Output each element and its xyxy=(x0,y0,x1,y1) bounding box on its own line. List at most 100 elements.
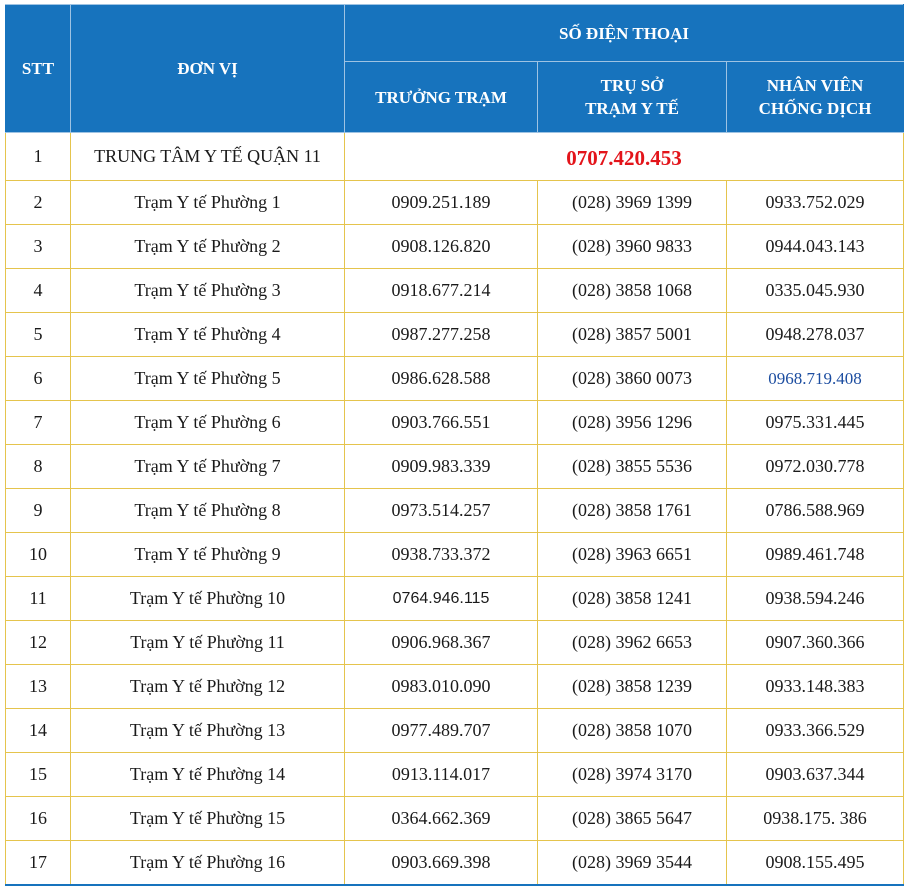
cell-stt: 10 xyxy=(5,532,71,577)
header-office-line2: TRẠM Y TẾ xyxy=(585,99,679,118)
cell-unit: Trạm Y tế Phường 9 xyxy=(70,532,345,577)
cell-stt: 11 xyxy=(5,576,71,621)
table-row: 4 Trạm Y tế Phường 3 0918.677.214 (028) … xyxy=(5,268,905,313)
table-row: 10 Trạm Y tế Phường 9 0938.733.372 (028)… xyxy=(5,532,905,577)
cell-unit: Trạm Y tế Phường 15 xyxy=(70,796,345,841)
cell-office-phone[interactable]: (028) 3858 1761 xyxy=(537,488,727,533)
header-staff: NHÂN VIÊN CHỐNG DỊCH xyxy=(725,61,905,133)
cell-office-phone[interactable]: (028) 3969 3544 xyxy=(537,840,727,886)
cell-office-phone[interactable]: (028) 3855 5536 xyxy=(537,444,727,489)
cell-staff-phone[interactable]: 0968.719.408 xyxy=(725,356,905,401)
cell-office-phone[interactable]: (028) 3858 1241 xyxy=(537,576,727,621)
cell-staff-phone[interactable]: 0933.366.529 xyxy=(725,708,905,753)
cell-stt: 15 xyxy=(5,752,71,797)
cell-stt: 12 xyxy=(5,620,71,665)
cell-head-phone[interactable]: 0977.489.707 xyxy=(344,708,538,753)
cell-unit: Trạm Y tế Phường 10 xyxy=(70,576,345,621)
phone-directory-table: STT ĐƠN VỊ SỐ ĐIỆN THOẠI TRƯỞNG TRẠM TRỤ… xyxy=(5,4,905,886)
cell-stt: 6 xyxy=(5,356,71,401)
cell-head-phone[interactable]: 0986.628.588 xyxy=(344,356,538,401)
cell-stt: 4 xyxy=(5,268,71,313)
header-unit: ĐƠN VỊ xyxy=(70,4,345,133)
cell-staff-phone[interactable]: 0907.360.366 xyxy=(725,620,905,665)
cell-head-phone[interactable]: 0903.766.551 xyxy=(344,400,538,445)
cell-unit: Trạm Y tế Phường 14 xyxy=(70,752,345,797)
cell-head-phone[interactable]: 0364.662.369 xyxy=(344,796,538,841)
cell-staff-phone[interactable]: 0335.045.930 xyxy=(725,268,905,313)
cell-office-phone[interactable]: (028) 3969 1399 xyxy=(537,180,727,225)
cell-staff-phone[interactable]: 0989.461.748 xyxy=(725,532,905,577)
cell-staff-phone[interactable]: 0938.594.246 xyxy=(725,576,905,621)
cell-office-phone[interactable]: (028) 3858 1239 xyxy=(537,664,727,709)
cell-staff-phone[interactable]: 0933.752.029 xyxy=(725,180,905,225)
cell-unit: Trạm Y tế Phường 6 xyxy=(70,400,345,445)
cell-unit: Trạm Y tế Phường 5 xyxy=(70,356,345,401)
cell-unit: Trạm Y tế Phường 3 xyxy=(70,268,345,313)
cell-office-phone[interactable]: (028) 3857 5001 xyxy=(537,312,727,357)
cell-unit: Trạm Y tế Phường 16 xyxy=(70,840,345,886)
table-row: 11 Trạm Y tế Phường 10 0764.946.115 (028… xyxy=(5,576,905,621)
table-row-center: 1 TRUNG TÂM Y TẾ QUẬN 11 0707.420.453 xyxy=(5,132,905,181)
table-row: 12 Trạm Y tế Phường 11 0906.968.367 (028… xyxy=(5,620,905,665)
cell-office-phone[interactable]: (028) 3974 3170 xyxy=(537,752,727,797)
cell-office-phone[interactable]: (028) 3963 6651 xyxy=(537,532,727,577)
table-row: 5 Trạm Y tế Phường 4 0987.277.258 (028) … xyxy=(5,312,905,357)
cell-unit: Trạm Y tế Phường 4 xyxy=(70,312,345,357)
cell-head-phone[interactable]: 0987.277.258 xyxy=(344,312,538,357)
cell-office-phone[interactable]: (028) 3858 1068 xyxy=(537,268,727,313)
table-row: 6 Trạm Y tế Phường 5 0986.628.588 (028) … xyxy=(5,356,905,401)
cell-head-phone[interactable]: 0906.968.367 xyxy=(344,620,538,665)
cell-staff-phone[interactable]: 0944.043.143 xyxy=(725,224,905,269)
cell-stt: 3 xyxy=(5,224,71,269)
cell-office-phone[interactable]: (028) 3865 5647 xyxy=(537,796,727,841)
cell-head-phone[interactable]: 0764.946.115 xyxy=(344,576,538,621)
table-row: 15 Trạm Y tế Phường 14 0913.114.017 (028… xyxy=(5,752,905,797)
cell-head-phone[interactable]: 0973.514.257 xyxy=(344,488,538,533)
cell-staff-phone[interactable]: 0908.155.495 xyxy=(725,840,905,886)
header-staff-line1: NHÂN VIÊN xyxy=(766,76,864,95)
cell-staff-phone[interactable]: 0938.175. 386 xyxy=(725,796,905,841)
cell-staff-phone[interactable]: 0948.278.037 xyxy=(725,312,905,357)
cell-unit: Trạm Y tế Phường 13 xyxy=(70,708,345,753)
cell-head-phone[interactable]: 0918.677.214 xyxy=(344,268,538,313)
cell-staff-phone[interactable]: 0933.148.383 xyxy=(725,664,905,709)
header-staff-line2: CHỐNG DỊCH xyxy=(758,99,872,118)
cell-unit: Trạm Y tế Phường 1 xyxy=(70,180,345,225)
cell-staff-phone[interactable]: 0972.030.778 xyxy=(725,444,905,489)
cell-head-phone[interactable]: 0903.669.398 xyxy=(344,840,538,886)
cell-stt: 9 xyxy=(5,488,71,533)
cell-head-phone[interactable]: 0983.010.090 xyxy=(344,664,538,709)
header-phone-group: SỐ ĐIỆN THOẠI xyxy=(343,4,905,62)
cell-office-phone[interactable]: (028) 3960 9833 xyxy=(537,224,727,269)
cell-unit: Trạm Y tế Phường 11 xyxy=(70,620,345,665)
cell-stt: 14 xyxy=(5,708,71,753)
table-body: 1 TRUNG TÂM Y TẾ QUẬN 11 0707.420.453 2 … xyxy=(5,132,905,886)
cell-stt: 2 xyxy=(5,180,71,225)
cell-stt: 7 xyxy=(5,400,71,445)
cell-head-phone[interactable]: 0909.983.339 xyxy=(344,444,538,489)
cell-head-phone[interactable]: 0913.114.017 xyxy=(344,752,538,797)
table-row: 9 Trạm Y tế Phường 8 0973.514.257 (028) … xyxy=(5,488,905,533)
cell-stt: 8 xyxy=(5,444,71,489)
cell-office-phone[interactable]: (028) 3860 0073 xyxy=(537,356,727,401)
table-header: STT ĐƠN VỊ SỐ ĐIỆN THOẠI TRƯỞNG TRẠM TRỤ… xyxy=(5,4,905,133)
cell-office-phone[interactable]: (028) 3858 1070 xyxy=(537,708,727,753)
table-row: 17 Trạm Y tế Phường 16 0903.669.398 (028… xyxy=(5,840,905,886)
header-stt: STT xyxy=(5,4,71,133)
cell-stt: 5 xyxy=(5,312,71,357)
cell-staff-phone[interactable]: 0975.331.445 xyxy=(725,400,905,445)
cell-staff-phone[interactable]: 0903.637.344 xyxy=(725,752,905,797)
table-row: 7 Trạm Y tế Phường 6 0903.766.551 (028) … xyxy=(5,400,905,445)
cell-head-phone[interactable]: 0938.733.372 xyxy=(344,532,538,577)
table-row: 3 Trạm Y tế Phường 2 0908.126.820 (028) … xyxy=(5,224,905,269)
cell-office-phone[interactable]: (028) 3956 1296 xyxy=(537,400,727,445)
hotline-number[interactable]: 0707.420.453 xyxy=(343,132,905,181)
cell-staff-phone[interactable]: 0786.588.969 xyxy=(725,488,905,533)
cell-head-phone[interactable]: 0909.251.189 xyxy=(344,180,538,225)
cell-stt: 16 xyxy=(5,796,71,841)
cell-head-phone[interactable]: 0908.126.820 xyxy=(344,224,538,269)
cell-office-phone[interactable]: (028) 3962 6653 xyxy=(537,620,727,665)
header-office-line1: TRỤ SỞ xyxy=(600,76,664,95)
cell-unit: TRUNG TÂM Y TẾ QUẬN 11 xyxy=(70,132,345,181)
table-row: 14 Trạm Y tế Phường 13 0977.489.707 (028… xyxy=(5,708,905,753)
